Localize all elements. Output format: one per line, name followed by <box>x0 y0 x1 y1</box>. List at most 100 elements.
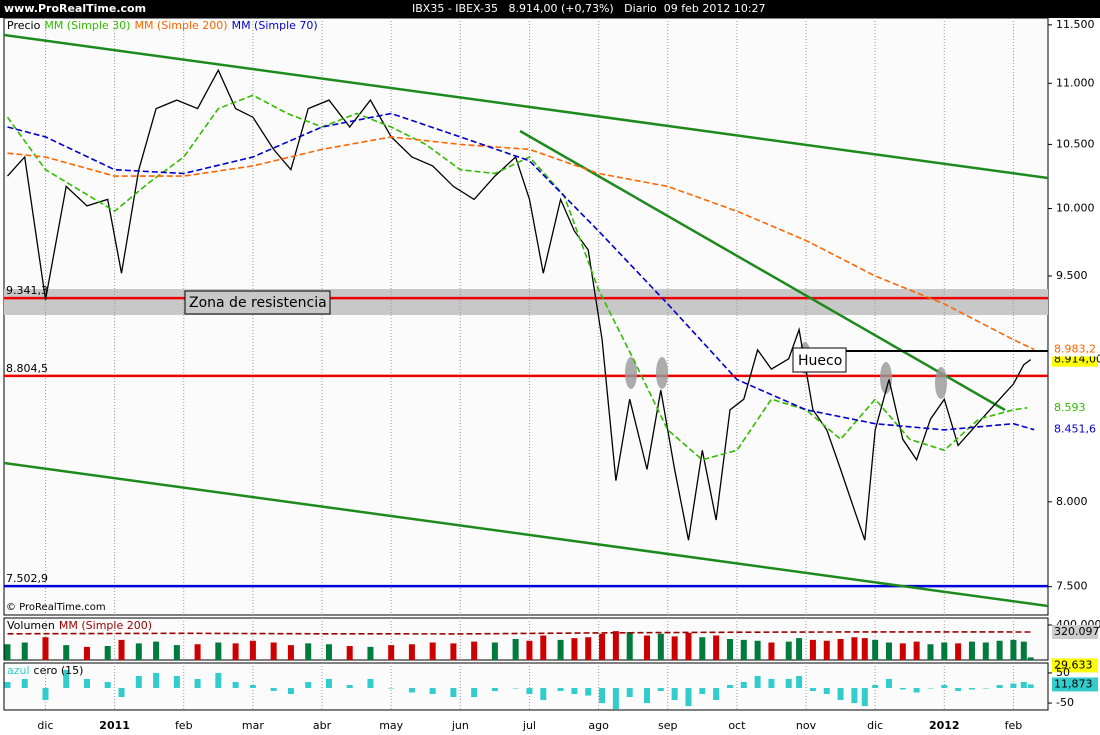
bar <box>996 684 1003 689</box>
bar <box>135 675 142 689</box>
x-tick-label: jun <box>451 719 469 732</box>
bar <box>823 640 830 660</box>
bar <box>194 678 201 689</box>
bar <box>585 637 592 660</box>
bar <box>754 675 761 689</box>
bar <box>42 688 49 701</box>
bar <box>249 684 256 689</box>
bar <box>104 646 111 660</box>
y-tick-label: 11.000 <box>1056 76 1095 89</box>
bar <box>429 642 436 660</box>
bar <box>872 639 879 660</box>
bar <box>346 684 353 689</box>
bar <box>657 633 664 660</box>
bar <box>173 645 180 660</box>
bar <box>83 646 90 660</box>
y-tick-label: 9.500 <box>1056 269 1088 282</box>
bar <box>429 688 436 695</box>
value-label-box <box>1052 342 1098 357</box>
bar <box>685 632 692 660</box>
site: www.ProRealTime.com <box>4 2 146 15</box>
value-label: 320.097 <box>1054 625 1100 638</box>
y-tick-label: 10.500 <box>1056 137 1095 150</box>
y-tick-label: -50 <box>1056 696 1074 709</box>
bar <box>1027 657 1034 660</box>
bar <box>785 641 792 660</box>
bar <box>4 644 11 660</box>
series-group <box>7 112 1035 431</box>
bar <box>270 642 277 660</box>
x-tick-label: nov <box>796 719 817 732</box>
bar <box>585 688 592 696</box>
bar <box>118 688 125 698</box>
trend-line <box>519 129 1006 412</box>
x-tick-label: abr <box>313 719 332 732</box>
x-tick-label: may <box>379 719 403 732</box>
bar <box>63 669 70 689</box>
x-tick-label: feb <box>175 719 193 732</box>
bar <box>305 643 312 660</box>
bar <box>671 688 678 701</box>
series-group <box>7 136 1035 351</box>
trend-line <box>4 461 1048 608</box>
bar <box>643 688 650 704</box>
ma-line <box>7 136 1035 351</box>
series-group <box>7 631 1031 635</box>
bar <box>526 640 533 660</box>
bar <box>173 675 180 689</box>
price-line <box>7 68 1032 541</box>
bar <box>1010 639 1017 660</box>
bar <box>941 684 948 689</box>
y-tick-label: 10.000 <box>1056 202 1095 215</box>
marker <box>880 362 892 394</box>
bar <box>388 688 395 689</box>
level-label: 9.341,3 <box>6 284 48 297</box>
bar <box>754 640 761 660</box>
annotation: Hueco <box>798 353 842 369</box>
marker <box>625 357 637 389</box>
bar <box>809 688 816 692</box>
trend-line <box>4 33 1048 180</box>
bar <box>726 684 733 689</box>
bar <box>699 688 706 695</box>
bar <box>768 678 775 689</box>
bar <box>851 688 858 704</box>
bar <box>367 646 374 660</box>
bar <box>232 643 239 660</box>
level-label: 7.502,9 <box>6 572 48 585</box>
legend-entry: Precio <box>7 19 41 32</box>
ma-line <box>6 94 1028 461</box>
bar <box>135 643 142 660</box>
bar <box>699 637 706 660</box>
bar <box>809 639 816 660</box>
bar <box>42 637 49 660</box>
legend-entry: cero (15) <box>34 664 84 677</box>
header-bar <box>0 0 1100 18</box>
bar <box>955 643 962 660</box>
bar <box>1027 684 1034 689</box>
level-label: 8.804,5 <box>6 362 48 375</box>
y-tick-label: 50 <box>1056 666 1070 679</box>
bar <box>982 688 989 689</box>
header-title: IBX35 - IBEX-35 8.914,00 (+0,73%) Diario… <box>412 2 766 15</box>
bar <box>512 639 519 660</box>
bar <box>305 681 312 689</box>
x-tick-label: ago <box>588 719 609 732</box>
bar <box>1020 681 1027 689</box>
bar <box>153 672 160 689</box>
bar <box>768 642 775 660</box>
resistance-zone <box>4 289 1048 315</box>
bar <box>491 688 498 692</box>
bar <box>861 638 868 660</box>
annotation-box <box>184 290 331 315</box>
legend-entry: MM (Simple 70) <box>232 19 318 32</box>
y-tick-label: 8.000 <box>1056 495 1088 508</box>
x-tick-label: sep <box>658 719 677 732</box>
bar <box>408 644 415 660</box>
value-label-box <box>1052 677 1098 692</box>
bar <box>287 688 294 695</box>
x-tick-label: jul <box>522 719 536 732</box>
bar <box>968 688 975 690</box>
bar <box>4 681 11 689</box>
bars <box>4 669 1034 710</box>
